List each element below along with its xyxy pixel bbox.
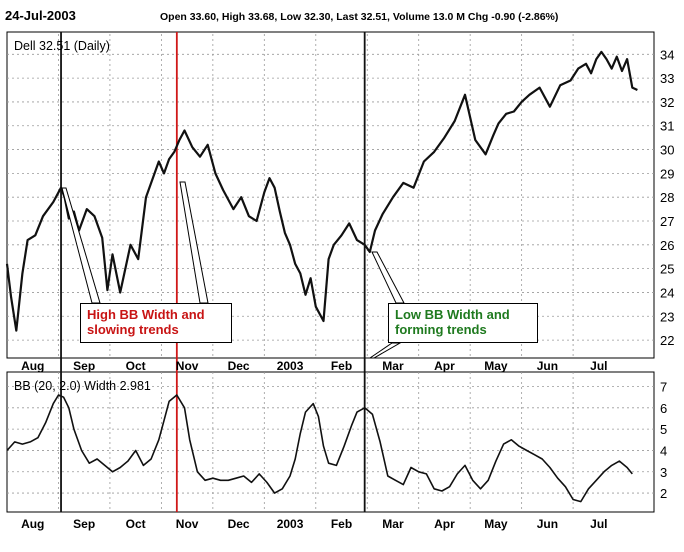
price-y-tick-label: 30 [660, 143, 674, 158]
bbwidth-y-tick-label: 5 [660, 422, 667, 437]
price-y-tick-label: 25 [660, 262, 674, 277]
bbwidth-panel [6, 371, 655, 513]
price-x-tick-label: Feb [331, 359, 352, 373]
bbwidth-y-tick-label: 2 [660, 486, 667, 501]
price-x-tick-label: Apr [434, 359, 455, 373]
bbwidth-y-tick-label: 6 [660, 401, 667, 416]
bbwidth-x-tick-label: Mar [382, 517, 404, 531]
price-panel-title: Dell 32.51 (Daily) [14, 39, 110, 53]
price-y-tick-label: 33 [660, 71, 674, 86]
price-y-tick-label: 32 [660, 95, 674, 110]
series-layer [5, 50, 638, 503]
low-callout-pointer [371, 251, 405, 304]
low-callout-pointer-bottom [368, 342, 402, 359]
price-panel [6, 31, 655, 359]
bbwidth-x-tick-label: May [484, 517, 508, 531]
price-y-tick-label: 24 [660, 285, 674, 300]
price-x-tick-label: Oct [126, 359, 146, 373]
high-callout-pointer-right [179, 181, 209, 304]
price-y-tick-label: 22 [660, 333, 674, 348]
bbwidth-y-tick-label: 7 [660, 380, 667, 395]
annotation-pointers [61, 181, 405, 359]
low-bb-width-callout: Low BB Width and forming trends [388, 303, 538, 343]
high-bb-width-callout: High BB Width and slowing trends [80, 303, 232, 343]
price-y-tick-label: 23 [660, 309, 674, 324]
price-x-tick-label: Jun [537, 359, 558, 373]
price-x-tick-label: Sep [73, 359, 95, 373]
price-y-tick-label: 26 [660, 238, 674, 253]
price-x-tick-label: Dec [228, 359, 250, 373]
price-x-tick-label: Mar [382, 359, 404, 373]
price-x-tick-label: May [484, 359, 508, 373]
grid-layer [7, 34, 654, 512]
header-quote: Open 33.60, High 33.68, Low 32.30, Last … [160, 11, 558, 23]
bbwidth-x-tick-label: Aug [21, 517, 44, 531]
price-y-tick-label: 28 [660, 190, 674, 205]
marker-layer [60, 32, 366, 512]
bbwidth-x-tick-label: Feb [331, 517, 352, 531]
price-x-tick-label: Jul [590, 359, 607, 373]
bbwidth-x-tick-label: 2003 [277, 517, 304, 531]
bbwidth-x-tick-label: Sep [73, 517, 95, 531]
bbwidth-x-tick-label: Jul [590, 517, 607, 531]
low-bb-width-callout-text: Low BB Width and forming trends [395, 307, 510, 337]
price-y-tick-label: 31 [660, 119, 674, 134]
price-x-tick-label: Aug [21, 359, 44, 373]
bbwidth-panel-title: BB (20, 2.0) Width 2.981 [14, 379, 151, 393]
price-x-tick-label: Nov [176, 359, 199, 373]
price-series-line [5, 50, 638, 332]
bbwidth-y-tick-label: 4 [660, 443, 667, 458]
high-callout-pointer-left [61, 187, 101, 304]
high-bb-width-callout-text: High BB Width and slowing trends [87, 307, 205, 337]
header-date: 24-Jul-2003 [5, 8, 76, 23]
price-x-tick-label: 2003 [277, 359, 304, 373]
bbwidth-y-tick-label: 3 [660, 465, 667, 480]
bbwidth-x-tick-label: Jun [537, 517, 558, 531]
bbwidth-x-tick-label: Apr [434, 517, 455, 531]
bbwidth-x-tick-label: Nov [176, 517, 199, 531]
bbwidth-x-tick-label: Oct [126, 517, 146, 531]
price-y-tick-label: 34 [660, 47, 674, 62]
bbwidth-series-line [6, 394, 633, 503]
bbwidth-x-tick-label: Dec [228, 517, 250, 531]
price-y-tick-label: 27 [660, 214, 674, 229]
price-y-tick-label: 29 [660, 166, 674, 181]
